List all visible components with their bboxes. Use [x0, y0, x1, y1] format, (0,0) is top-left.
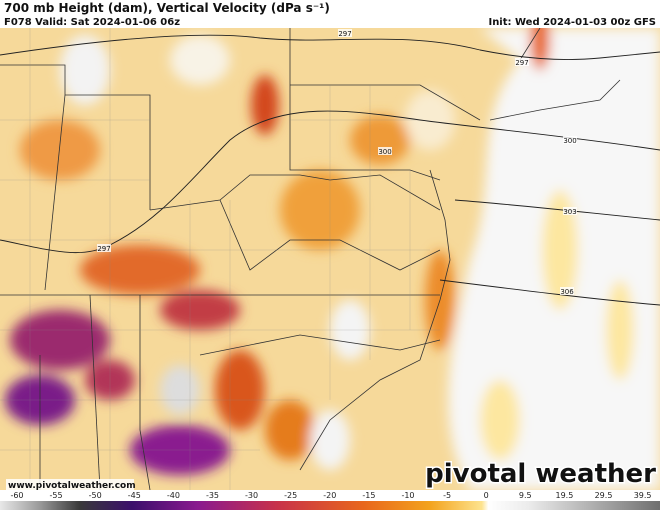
colorbar-label: 39.5: [634, 491, 652, 500]
contour-label: 300: [563, 137, 576, 145]
colorbar-labels: -60 -55 -50 -45 -40 -35 -30 -25 -20 -15 -10 -5 0 9.5 1…: [10, 491, 651, 500]
contour-label-bg: [563, 136, 577, 144]
colorbar-label: -50: [89, 491, 102, 500]
colorbar-label: -40: [167, 491, 180, 500]
contour-label: 297: [97, 245, 110, 253]
contour-label: 303: [563, 208, 576, 216]
site-url: www.pivotalweather.com: [8, 481, 136, 491]
colorbar-label: 19.5: [555, 491, 573, 500]
contour-label: 297: [515, 59, 528, 67]
contour-label: 306: [560, 288, 574, 296]
colorbar-label: -25: [284, 491, 297, 500]
colorbar-label: -10: [401, 491, 414, 500]
county-borders: [0, 28, 440, 490]
contour-labels: 297 297 297 300 300 303 306: [97, 29, 577, 296]
colorbar-label: -20: [323, 491, 336, 500]
contour-label: 297: [338, 30, 351, 38]
contour-label: 300: [378, 148, 391, 156]
url-box: [6, 479, 134, 490]
contour-label-bg: [338, 29, 352, 37]
colorbar-label: -55: [50, 491, 63, 500]
colorbar-label: -35: [206, 491, 219, 500]
colorbar-label: -15: [362, 491, 375, 500]
colorbar-label: 0: [484, 491, 489, 500]
valid-time: F078 Valid: Sat 2024-01-06 06z: [4, 17, 180, 28]
contour-label-bg: [378, 147, 392, 155]
colorbar-label: -45: [128, 491, 141, 500]
title: 700 mb Height (dam), Vertical Velocity (…: [4, 1, 330, 15]
colorbar: [0, 501, 660, 510]
contour-label-bg: [563, 207, 577, 215]
colorbar-label: -60: [10, 491, 23, 500]
map: 297 297 297 300 300 303 306: [0, 28, 660, 490]
logo: pivotal weather: [425, 459, 656, 489]
contour-label-bg: [515, 58, 529, 66]
colorbar-label: 29.5: [595, 491, 613, 500]
colorbar-label: -5: [443, 491, 451, 500]
contour-label-bg: [560, 287, 574, 295]
init-time: Init: Wed 2024-01-03 00z GFS: [488, 17, 656, 28]
contour-label-bg: [97, 244, 111, 252]
colorbar-label: 9.5: [519, 491, 532, 500]
colorbar-label: -30: [245, 491, 258, 500]
